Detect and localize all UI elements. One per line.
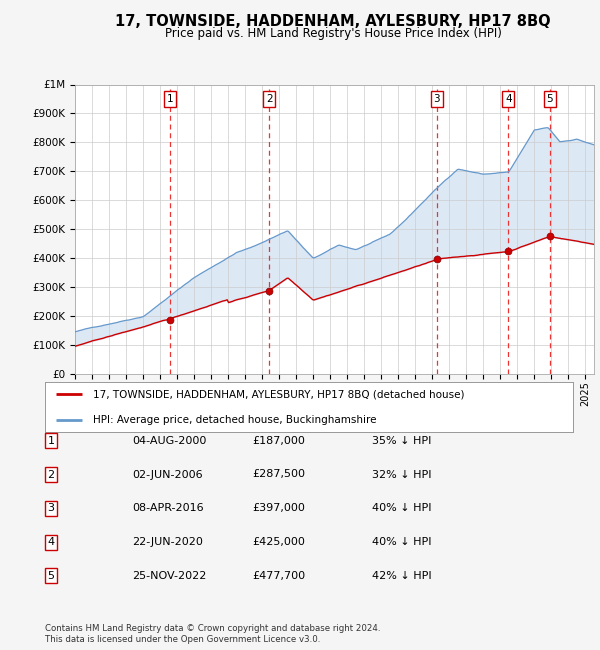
Text: 1: 1 bbox=[167, 94, 173, 104]
Text: £477,700: £477,700 bbox=[252, 571, 305, 581]
Text: 2: 2 bbox=[266, 94, 272, 104]
Text: 2: 2 bbox=[47, 469, 55, 480]
Text: 4: 4 bbox=[505, 94, 512, 104]
Text: 5: 5 bbox=[47, 571, 55, 581]
Text: 04-AUG-2000: 04-AUG-2000 bbox=[132, 436, 206, 446]
Text: 4: 4 bbox=[47, 537, 55, 547]
Text: 22-JUN-2020: 22-JUN-2020 bbox=[132, 537, 203, 547]
Text: 40% ↓ HPI: 40% ↓ HPI bbox=[372, 503, 431, 514]
Text: £397,000: £397,000 bbox=[252, 503, 305, 514]
Text: HPI: Average price, detached house, Buckinghamshire: HPI: Average price, detached house, Buck… bbox=[92, 415, 376, 424]
Text: 40% ↓ HPI: 40% ↓ HPI bbox=[372, 537, 431, 547]
Text: 17, TOWNSIDE, HADDENHAM, AYLESBURY, HP17 8BQ (detached house): 17, TOWNSIDE, HADDENHAM, AYLESBURY, HP17… bbox=[92, 389, 464, 399]
Text: 08-APR-2016: 08-APR-2016 bbox=[132, 503, 203, 514]
Text: £425,000: £425,000 bbox=[252, 537, 305, 547]
Text: 35% ↓ HPI: 35% ↓ HPI bbox=[372, 436, 431, 446]
Text: £287,500: £287,500 bbox=[252, 469, 305, 480]
Text: 5: 5 bbox=[547, 94, 553, 104]
Text: Contains HM Land Registry data © Crown copyright and database right 2024.
This d: Contains HM Land Registry data © Crown c… bbox=[45, 624, 380, 644]
Text: 25-NOV-2022: 25-NOV-2022 bbox=[132, 571, 206, 581]
Text: 3: 3 bbox=[434, 94, 440, 104]
Text: 17, TOWNSIDE, HADDENHAM, AYLESBURY, HP17 8BQ: 17, TOWNSIDE, HADDENHAM, AYLESBURY, HP17… bbox=[115, 14, 551, 29]
Text: 02-JUN-2006: 02-JUN-2006 bbox=[132, 469, 203, 480]
Text: 1: 1 bbox=[47, 436, 55, 446]
Text: £187,000: £187,000 bbox=[252, 436, 305, 446]
Text: 3: 3 bbox=[47, 503, 55, 514]
Text: 32% ↓ HPI: 32% ↓ HPI bbox=[372, 469, 431, 480]
Text: 42% ↓ HPI: 42% ↓ HPI bbox=[372, 571, 431, 581]
Text: Price paid vs. HM Land Registry's House Price Index (HPI): Price paid vs. HM Land Registry's House … bbox=[164, 27, 502, 40]
